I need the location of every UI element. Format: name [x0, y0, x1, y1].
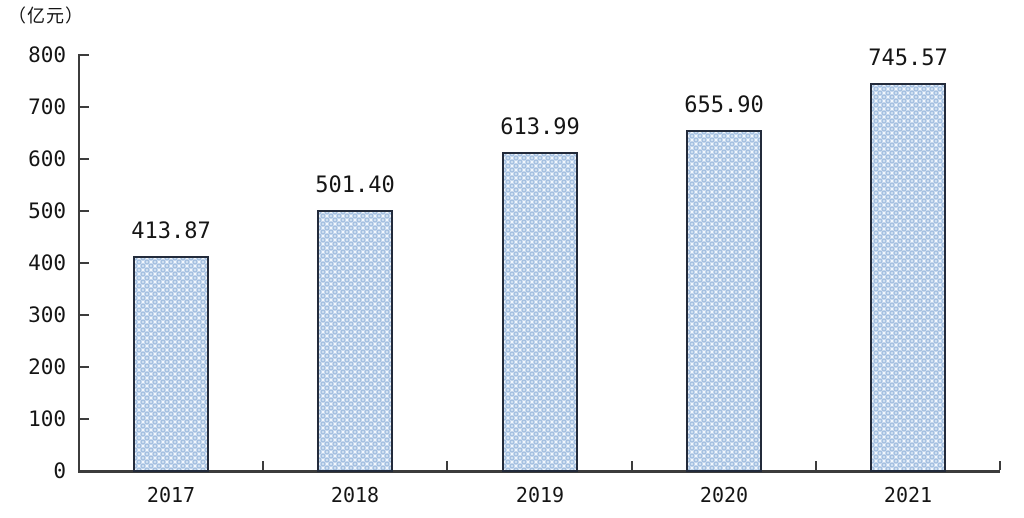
y-axis-tick — [80, 158, 89, 160]
y-axis-tick-label: 0 — [53, 459, 66, 483]
y-axis-tick — [80, 314, 89, 316]
y-axis-tick-label: 200 — [28, 355, 66, 379]
y-axis-tick-label: 700 — [28, 95, 66, 119]
x-axis-tick — [814, 461, 817, 470]
value-label-2021: 745.57 — [868, 46, 948, 71]
value-label-2018: 501.40 — [315, 173, 395, 198]
y-axis-tick-label: 100 — [28, 407, 66, 431]
y-axis-tick — [80, 262, 89, 264]
y-axis-tick — [80, 366, 89, 368]
value-label-2020: 655.90 — [684, 93, 764, 118]
y-axis-tick-label: 500 — [28, 199, 66, 223]
x-axis-category-label: 2018 — [330, 483, 380, 507]
x-axis-tick — [999, 461, 1001, 470]
x-axis-tick — [446, 461, 449, 470]
bar-2019 — [502, 152, 578, 472]
y-axis-tick — [80, 418, 89, 420]
y-axis-tick-label: 600 — [28, 147, 66, 171]
y-axis-tick — [80, 470, 89, 472]
y-axis-line — [78, 54, 80, 472]
x-axis-category-label: 2017 — [146, 483, 196, 507]
x-axis-category-label: 2019 — [515, 483, 565, 507]
value-label-2019: 613.99 — [500, 115, 580, 140]
bar-2018 — [317, 210, 393, 472]
x-axis-tick — [630, 461, 633, 470]
bar-2017 — [133, 256, 209, 472]
y-axis-tick-label: 300 — [28, 303, 66, 327]
x-axis-category-label: 2021 — [883, 483, 933, 507]
y-axis-tick — [80, 54, 89, 56]
y-axis-tick — [80, 106, 89, 108]
value-label-2017: 413.87 — [131, 219, 211, 244]
x-axis-category-label: 2020 — [699, 483, 749, 507]
bar-2020 — [686, 130, 762, 472]
y-axis-tick-label: 400 — [28, 251, 66, 275]
y-axis-tick-label: 800 — [28, 43, 66, 67]
bar-2021 — [870, 83, 946, 472]
y-axis-unit-label: （亿元） — [8, 6, 84, 27]
x-axis-tick — [262, 461, 265, 470]
y-axis-tick — [80, 210, 89, 212]
